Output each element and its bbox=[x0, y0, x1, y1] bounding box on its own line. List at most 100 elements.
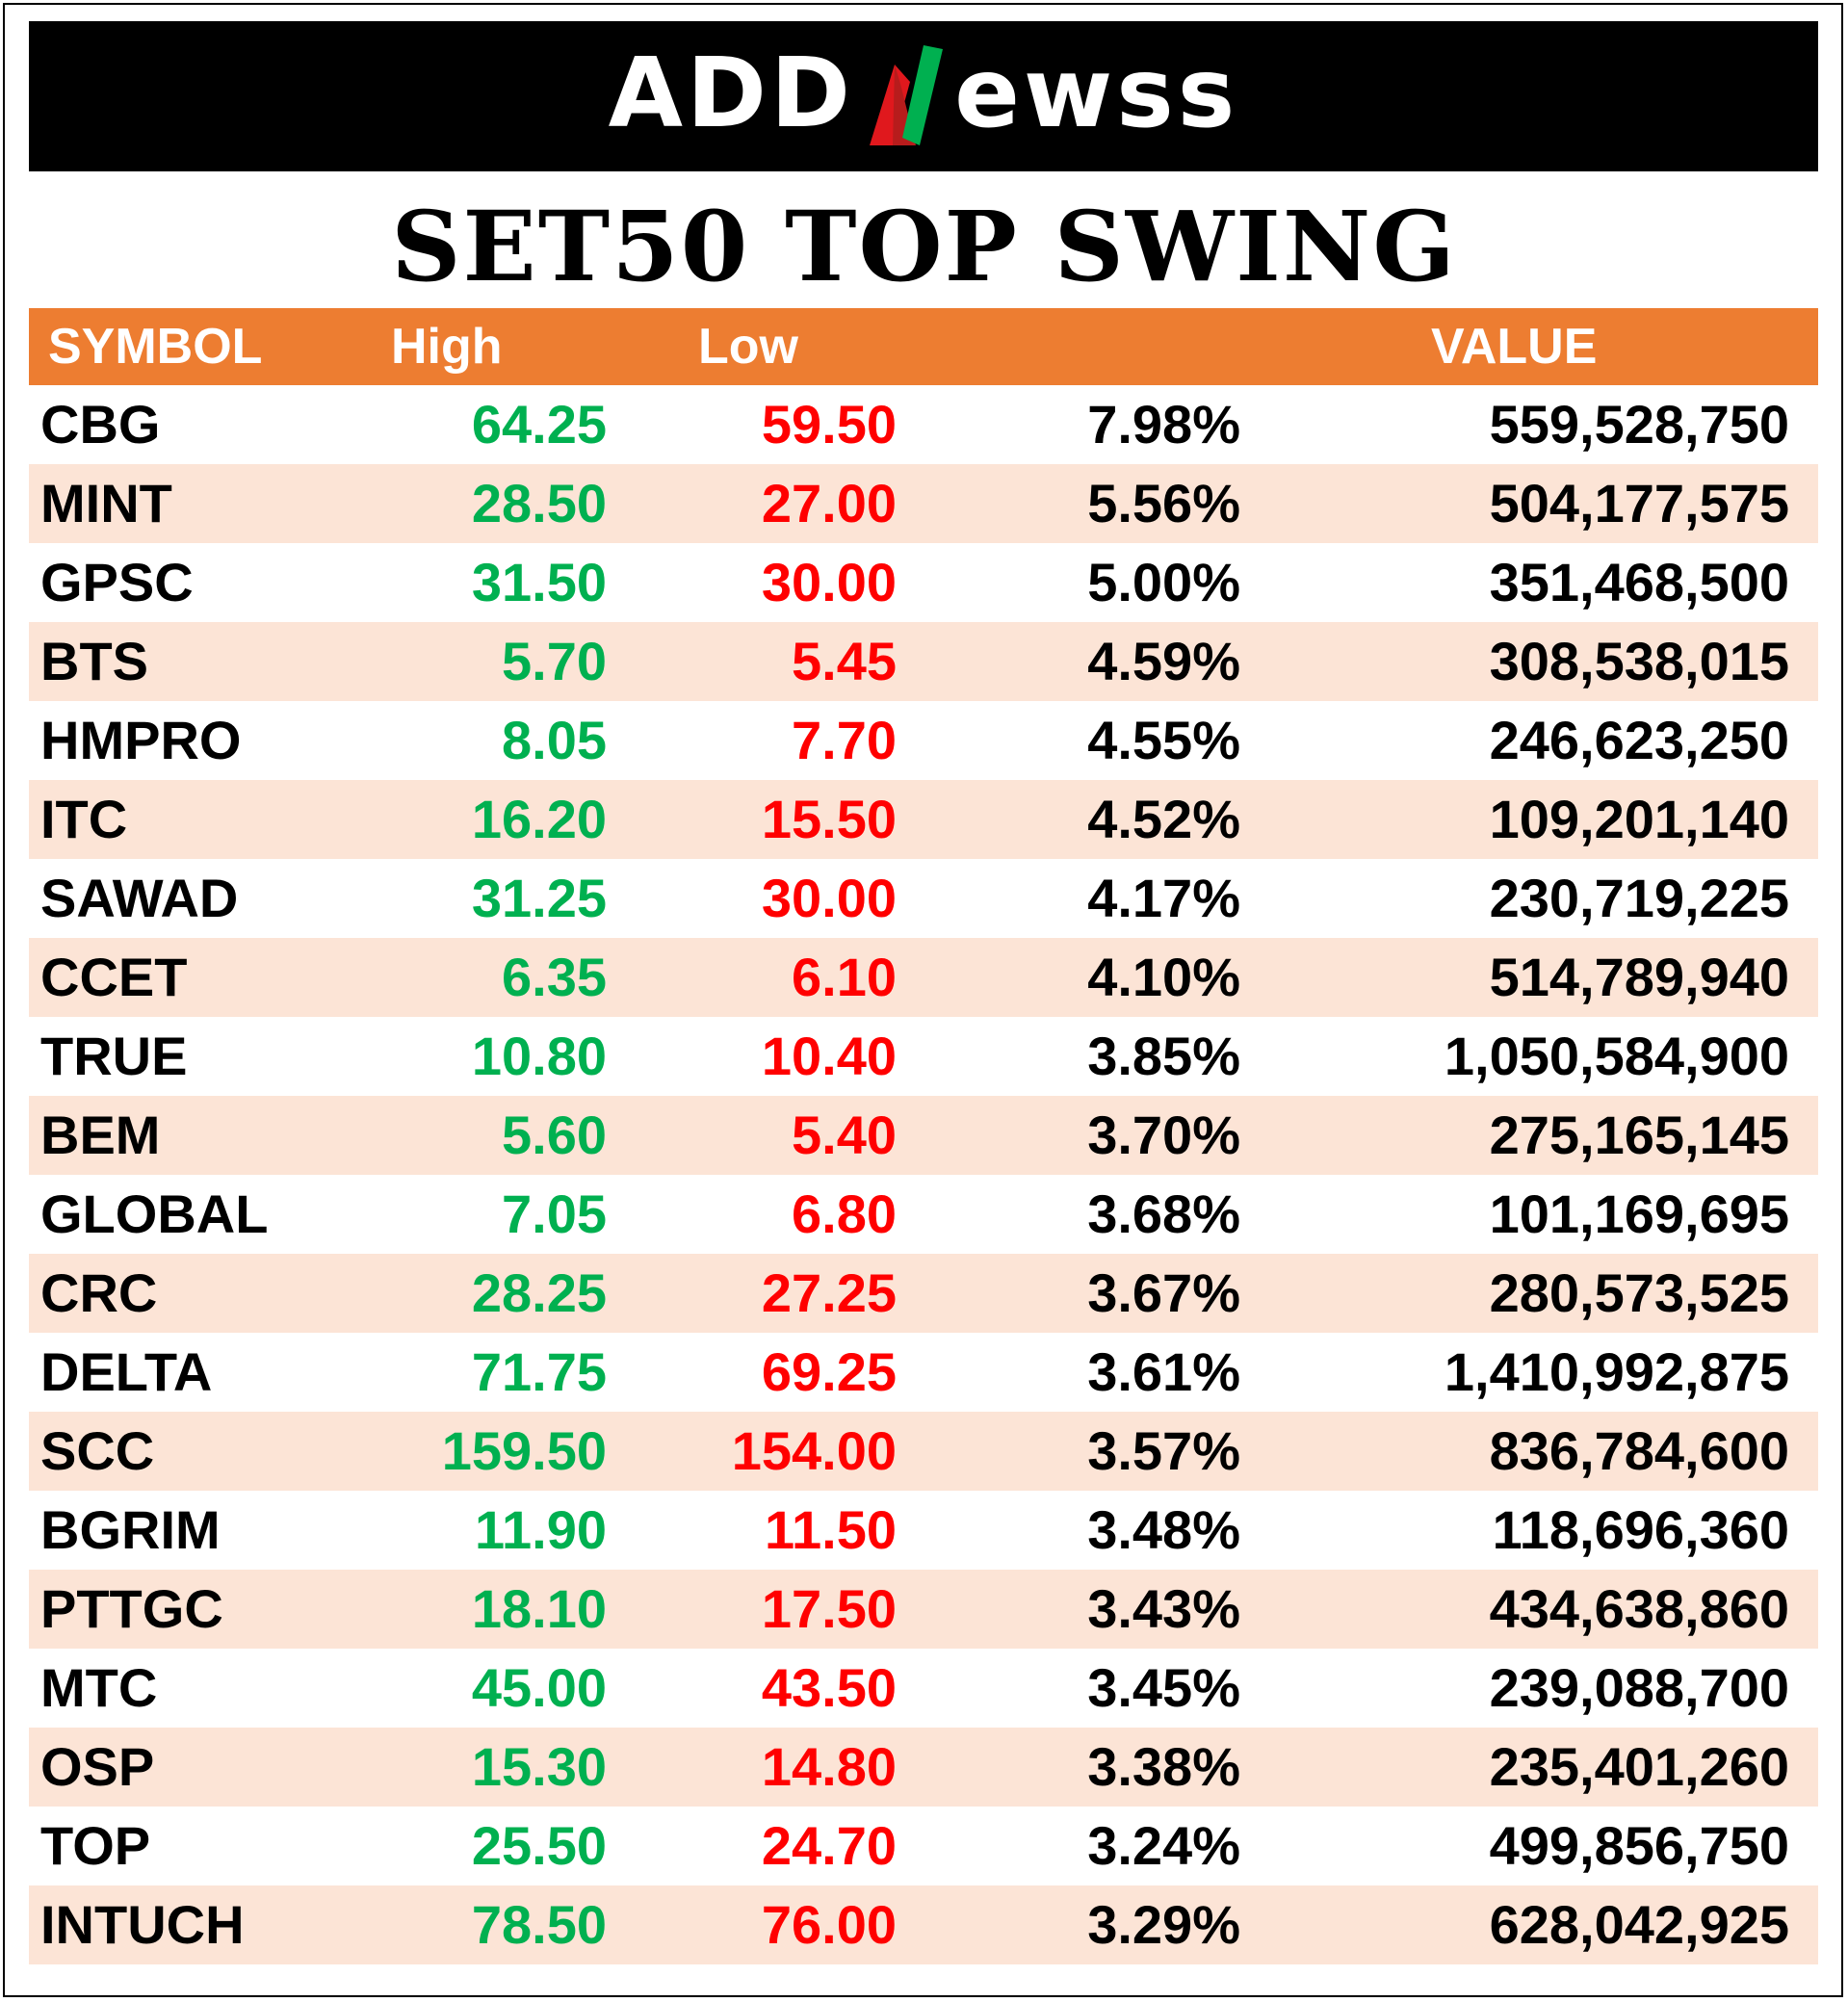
high-cell: 159.50 bbox=[441, 1420, 607, 1481]
low-cell: 6.10 bbox=[792, 947, 897, 1007]
table-row: DELTA 71.75 69.25 3.61% 1,410,992,875 bbox=[29, 1333, 1818, 1412]
low-cell: 59.50 bbox=[761, 394, 897, 455]
value-cell: 499,856,750 bbox=[1489, 1815, 1789, 1876]
value-cell: 351,468,500 bbox=[1489, 552, 1789, 612]
value-cell: 239,088,700 bbox=[1489, 1657, 1789, 1718]
symbol-cell: GPSC bbox=[40, 552, 194, 612]
value-cell: 504,177,575 bbox=[1489, 473, 1789, 533]
header-value: VALUE bbox=[1431, 319, 1598, 375]
high-cell: 5.70 bbox=[502, 631, 607, 691]
table-body: CBG 64.25 59.50 7.98% 559,528,750 MINT 28.50 27… bbox=[29, 385, 1818, 1964]
table-row: OSP 15.30 14.80 3.38% 235,401,260 bbox=[29, 1728, 1818, 1807]
value-cell: 628,042,925 bbox=[1489, 1894, 1789, 1955]
table-row: SCC 159.50 154.00 3.57% 836,784,600 bbox=[29, 1412, 1818, 1491]
low-cell: 5.45 bbox=[792, 631, 897, 691]
high-cell: 28.25 bbox=[471, 1262, 607, 1323]
brand-logo: ADD ewss bbox=[609, 45, 1239, 147]
symbol-cell: HMPRO bbox=[40, 710, 242, 770]
symbol-cell: GLOBAL bbox=[40, 1183, 269, 1244]
pct-change-cell: 3.43% bbox=[1087, 1578, 1240, 1639]
high-cell: 71.75 bbox=[471, 1341, 607, 1402]
value-cell: 230,719,225 bbox=[1489, 868, 1789, 928]
value-cell: 308,538,015 bbox=[1489, 631, 1789, 691]
pct-change-cell: 3.38% bbox=[1087, 1736, 1240, 1797]
value-cell: 109,201,140 bbox=[1489, 789, 1789, 849]
high-cell: 64.25 bbox=[471, 394, 607, 455]
symbol-cell: BGRIM bbox=[40, 1499, 221, 1560]
table-row: TOP 25.50 24.70 3.24% 499,856,750 bbox=[29, 1807, 1818, 1885]
low-cell: 10.40 bbox=[761, 1026, 897, 1086]
table-row: BGRIM 11.90 11.50 3.48% 118,696,360 bbox=[29, 1491, 1818, 1570]
value-cell: 1,410,992,875 bbox=[1444, 1341, 1789, 1402]
pct-change-cell: 4.52% bbox=[1087, 789, 1240, 849]
low-cell: 43.50 bbox=[761, 1657, 897, 1718]
table-row: TRUE 10.80 10.40 3.85% 1,050,584,900 bbox=[29, 1017, 1818, 1096]
low-cell: 27.00 bbox=[761, 473, 897, 533]
page-title: SET50 TOP SWING bbox=[391, 190, 1457, 303]
symbol-cell: MINT bbox=[40, 473, 172, 533]
table-row: BEM 5.60 5.40 3.70% 275,165,145 bbox=[29, 1096, 1818, 1175]
symbol-cell: OSP bbox=[40, 1736, 155, 1797]
table-row: HMPRO 8.05 7.70 4.55% 246,623,250 bbox=[29, 701, 1818, 780]
symbol-cell: ITC bbox=[40, 789, 128, 849]
high-cell: 5.60 bbox=[502, 1105, 607, 1165]
value-cell: 434,638,860 bbox=[1489, 1578, 1789, 1639]
value-cell: 246,623,250 bbox=[1489, 710, 1789, 770]
symbol-cell: CCET bbox=[40, 947, 188, 1007]
pct-change-cell: 3.48% bbox=[1087, 1499, 1240, 1560]
pct-change-cell: 4.59% bbox=[1087, 631, 1240, 691]
value-cell: 280,573,525 bbox=[1489, 1262, 1789, 1323]
high-cell: 28.50 bbox=[471, 473, 607, 533]
table-header: SYMBOL High Low VALUE bbox=[29, 308, 1818, 385]
symbol-cell: BEM bbox=[40, 1105, 161, 1165]
header-low: Low bbox=[698, 319, 798, 375]
high-cell: 31.25 bbox=[471, 868, 607, 928]
low-cell: 7.70 bbox=[792, 710, 897, 770]
logo-text-left: ADD bbox=[608, 37, 855, 149]
header-symbol: SYMBOL bbox=[48, 319, 263, 375]
table-row: GLOBAL 7.05 6.80 3.68% 101,169,695 bbox=[29, 1175, 1818, 1254]
pct-change-cell: 3.61% bbox=[1087, 1341, 1240, 1402]
pct-change-cell: 3.24% bbox=[1087, 1815, 1240, 1876]
symbol-cell: MTC bbox=[40, 1657, 158, 1718]
pct-change-cell: 4.17% bbox=[1087, 868, 1240, 928]
high-cell: 31.50 bbox=[471, 552, 607, 612]
table-row: GPSC 31.50 30.00 5.00% 351,468,500 bbox=[29, 543, 1818, 622]
high-cell: 6.35 bbox=[502, 947, 607, 1007]
swing-table: SYMBOL High Low VALUE CBG 64.25 59.50 7.98%… bbox=[29, 308, 1818, 1964]
high-cell: 15.30 bbox=[471, 1736, 607, 1797]
high-cell: 16.20 bbox=[471, 789, 607, 849]
symbol-cell: TRUE bbox=[40, 1026, 188, 1086]
symbol-cell: TOP bbox=[40, 1815, 151, 1876]
brand-banner: ADD ewss bbox=[29, 21, 1818, 171]
value-cell: 275,165,145 bbox=[1489, 1105, 1789, 1165]
symbol-cell: CBG bbox=[40, 394, 161, 455]
value-cell: 514,789,940 bbox=[1489, 947, 1789, 1007]
symbol-cell: BTS bbox=[40, 631, 148, 691]
low-cell: 24.70 bbox=[761, 1815, 897, 1876]
low-cell: 14.80 bbox=[761, 1736, 897, 1797]
symbol-cell: CRC bbox=[40, 1262, 158, 1323]
low-cell: 15.50 bbox=[761, 789, 897, 849]
table-row: MINT 28.50 27.00 5.56% 504,177,575 bbox=[29, 464, 1818, 543]
symbol-cell: SAWAD bbox=[40, 868, 239, 928]
value-cell: 101,169,695 bbox=[1489, 1183, 1789, 1244]
low-cell: 69.25 bbox=[761, 1341, 897, 1402]
low-cell: 27.25 bbox=[761, 1262, 897, 1323]
high-cell: 10.80 bbox=[471, 1026, 607, 1086]
value-cell: 1,050,584,900 bbox=[1444, 1026, 1789, 1086]
high-cell: 8.05 bbox=[502, 710, 607, 770]
low-cell: 17.50 bbox=[761, 1578, 897, 1639]
high-cell: 45.00 bbox=[471, 1657, 607, 1718]
table-row: MTC 45.00 43.50 3.45% 239,088,700 bbox=[29, 1649, 1818, 1728]
low-cell: 30.00 bbox=[761, 552, 897, 612]
pct-change-cell: 4.55% bbox=[1087, 710, 1240, 770]
low-cell: 30.00 bbox=[761, 868, 897, 928]
low-cell: 11.50 bbox=[764, 1499, 897, 1560]
high-cell: 7.05 bbox=[502, 1183, 607, 1244]
pct-change-cell: 3.57% bbox=[1087, 1420, 1240, 1481]
value-cell: 118,696,360 bbox=[1492, 1499, 1789, 1560]
low-cell: 76.00 bbox=[761, 1894, 897, 1955]
low-cell: 154.00 bbox=[731, 1420, 897, 1481]
high-cell: 18.10 bbox=[471, 1578, 607, 1639]
